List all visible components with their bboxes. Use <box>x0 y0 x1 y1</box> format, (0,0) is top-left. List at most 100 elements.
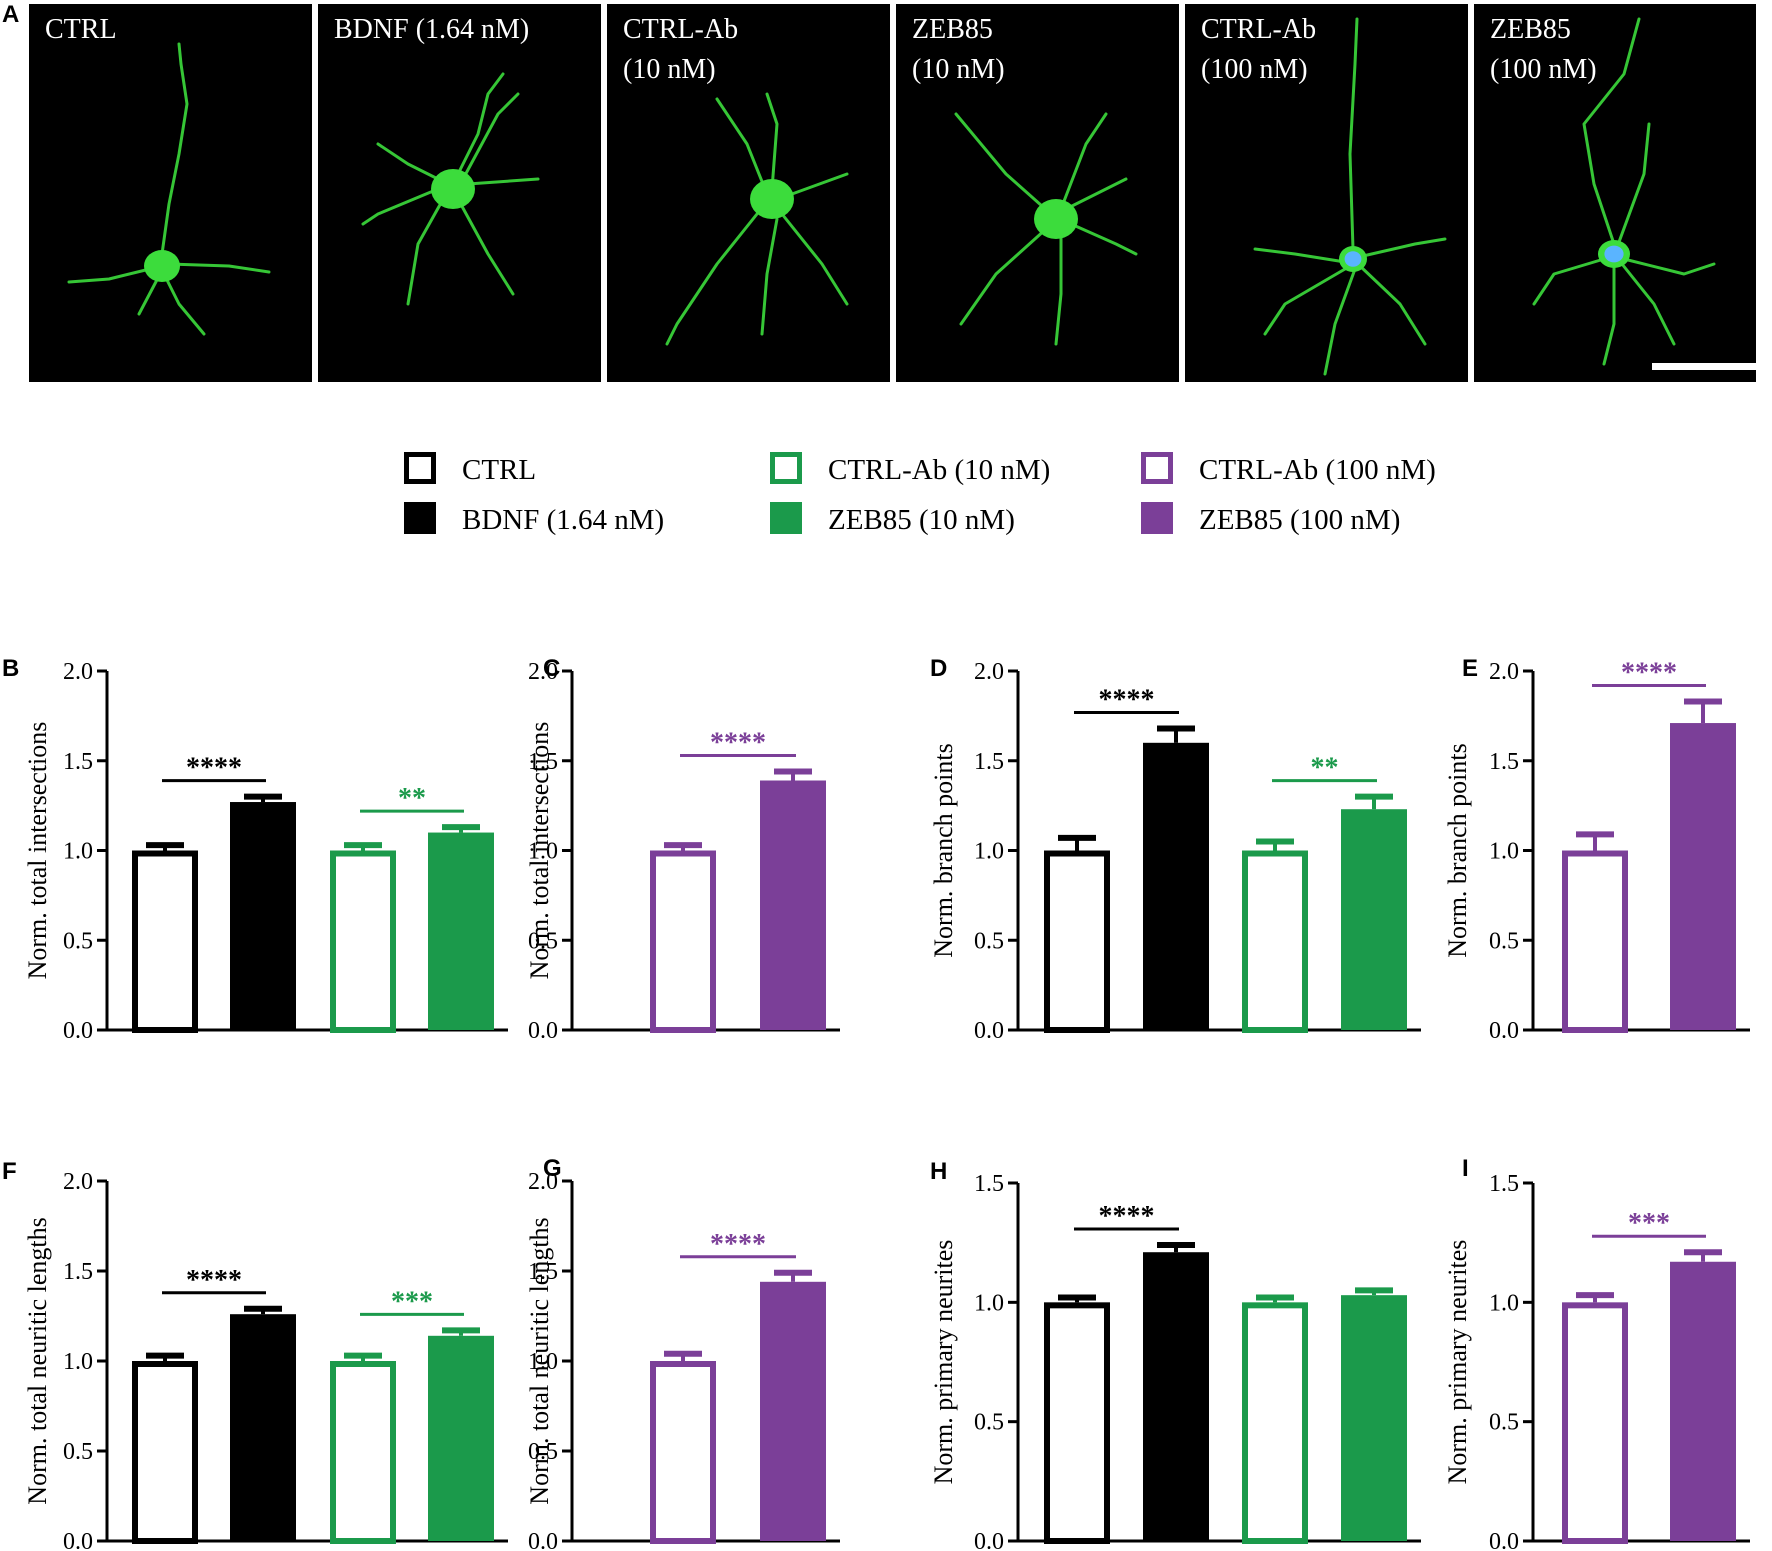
panel-letter: I <box>1462 1155 1469 1182</box>
y-tick-label: 1.0 <box>974 839 1004 865</box>
neurite <box>1253 247 1347 264</box>
micrograph-label: (100 nM) <box>1201 54 1308 85</box>
bar-bdnf-1-64-nm- <box>230 1314 296 1541</box>
bar-zeb85-100-nm- <box>1670 723 1736 1030</box>
y-tick-label: 0.5 <box>528 928 558 954</box>
bar-ctrl-ab-100-nm- <box>1562 1302 1628 1545</box>
y-tick-label: 1.5 <box>63 749 93 775</box>
micrograph-label: (100 nM) <box>1490 54 1597 85</box>
legend-entry: ZEB85 (10 nM) <box>770 502 1015 536</box>
y-axis-label: Norm. total neuritic lengths <box>23 1217 52 1504</box>
micrograph-label: (10 nM) <box>912 54 1005 85</box>
y-tick-label: 1.5 <box>1489 749 1519 775</box>
neurite <box>137 274 161 316</box>
legend-entry: ZEB85 (100 nM) <box>1141 502 1400 536</box>
micrograph-neuron-ctrl-ab-10: CTRL-Ab (10 nM) <box>607 4 890 382</box>
neuron-drawing <box>67 42 271 336</box>
y-tick-label: 1.0 <box>1489 1290 1519 1316</box>
bar-zeb85-100-nm- <box>760 780 826 1030</box>
neurite <box>376 142 450 186</box>
y-tick-label: 1.0 <box>528 839 558 865</box>
panel-letter: F <box>2 1158 17 1185</box>
neurite <box>1620 262 1676 346</box>
y-tick-label: 1.5 <box>974 1171 1004 1197</box>
neurite <box>1263 267 1347 336</box>
legend: CTRL BDNF (1.64 nM) CTRL-Ab (10 nM) ZEB85 (… <box>404 452 1436 536</box>
legend-label: CTRL <box>462 454 536 486</box>
y-tick-label: 0.5 <box>63 928 93 954</box>
chart-panel-e: E 0.0 0.5 1.0 1.5 2.0 Norm. branch points **** <box>1443 655 1750 1044</box>
neurite <box>959 227 1048 326</box>
micrograph-neuron-zeb85-10: ZEB85 (10 nM) <box>896 4 1179 382</box>
neurite <box>1069 222 1138 256</box>
soma <box>431 169 475 209</box>
neurite <box>1361 237 1447 258</box>
bar-ctrl-ab-100-nm- <box>650 1361 716 1544</box>
soma <box>144 250 180 282</box>
legend-swatch <box>404 502 436 534</box>
neurite <box>167 262 271 274</box>
y-tick-label: 1.0 <box>63 1349 93 1375</box>
micrograph-neuron-zeb85-100: ZEB85 (100 nM) <box>1474 4 1756 382</box>
y-tick-label: 0.5 <box>1489 1410 1519 1436</box>
y-tick-label: 2.0 <box>974 659 1004 685</box>
neurite <box>1582 17 1641 246</box>
micrograph-label: ZEB85 <box>912 14 993 45</box>
bar-ctrl <box>1044 850 1110 1033</box>
neurite <box>790 172 849 196</box>
significance-label: **** <box>1099 1201 1155 1232</box>
chart-panel-g: G 0.0 0.5 1.0 1.5 2.0 Norm. total neuritic len… <box>525 1155 840 1551</box>
neurite <box>456 197 515 296</box>
neurite <box>1622 257 1716 276</box>
y-tick-label: 2.0 <box>1489 659 1519 685</box>
y-tick-label: 1.5 <box>974 749 1004 775</box>
bar-ctrl-ab-10-nm- <box>330 850 396 1033</box>
panel-letter: D <box>930 655 947 682</box>
micrograph-background <box>1185 4 1468 382</box>
bar-zeb85-10-nm- <box>1341 809 1407 1030</box>
bar-bdnf-1-64-nm- <box>1143 1252 1209 1541</box>
legend-label: CTRL-Ab (100 nM) <box>1199 454 1436 486</box>
neurite <box>1602 264 1616 366</box>
legend-entry: BDNF (1.64 nM) <box>404 502 664 536</box>
significance-label: **** <box>710 1229 766 1260</box>
y-tick-label: 1.0 <box>1489 839 1519 865</box>
y-tick-label: 0.0 <box>63 1018 93 1044</box>
neuron-drawing <box>665 92 849 346</box>
bar-zeb85-100-nm- <box>1670 1261 1736 1541</box>
bar-ctrl-ab-100-nm- <box>1562 850 1628 1033</box>
neurite <box>1054 227 1063 346</box>
y-tick-label: 1.0 <box>528 1349 558 1375</box>
neurite <box>780 212 849 306</box>
y-tick-label: 1.5 <box>1489 1171 1519 1197</box>
bar-ctrl-ab-10-nm- <box>1242 850 1308 1033</box>
significance-label: **** <box>186 753 242 784</box>
neurite <box>451 72 505 186</box>
bar-ctrl-ab-10-nm- <box>330 1361 396 1544</box>
y-tick-label: 0.5 <box>63 1439 93 1465</box>
legend-swatch <box>770 452 802 484</box>
legend-label: ZEB85 (100 nM) <box>1199 504 1400 536</box>
legend-label: BDNF (1.64 nM) <box>462 504 664 536</box>
micrograph-label: BDNF (1.64 nM) <box>334 14 529 45</box>
neurite <box>765 92 779 191</box>
neurite <box>160 42 189 256</box>
y-tick-label: 2.0 <box>528 1169 558 1195</box>
neuron-drawing <box>1532 17 1716 366</box>
bar-ctrl-ab-10-nm- <box>1242 1302 1308 1545</box>
micrograph-label: (10 nM) <box>623 54 716 85</box>
bar-ctrl <box>132 850 198 1033</box>
y-axis-label: Norm. primary neurites <box>929 1240 958 1485</box>
neurite <box>760 217 779 336</box>
y-tick-label: 0.5 <box>528 1439 558 1465</box>
chart-panel-b: B 0.0 0.5 1.0 1.5 2.0 Norm. total intersection… <box>2 655 508 1044</box>
significance-label: **** <box>1621 658 1677 689</box>
legend-swatch <box>404 452 436 484</box>
y-tick-label: 2.0 <box>63 659 93 685</box>
y-tick-label: 1.0 <box>63 839 93 865</box>
legend-label: CTRL-Ab (10 nM) <box>828 454 1050 486</box>
legend-entry: CTRL-Ab (100 nM) <box>1141 452 1436 486</box>
significance-label: ** <box>1311 753 1339 784</box>
y-tick-label: 1.5 <box>528 749 558 775</box>
